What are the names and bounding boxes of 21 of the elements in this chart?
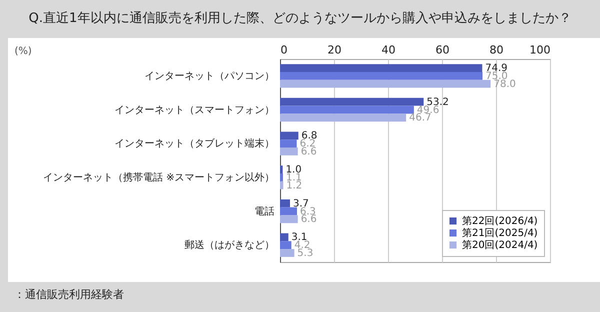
y-tick-label: インターネット（携帯電話 ※スマートフォン以外） [42,171,274,184]
data-label: 46.7 [409,112,432,124]
x-tick-label: 20 [328,44,342,56]
x-tick-label: 60 [436,44,450,56]
chart-title: Q.直近1年以内に通信販売を利用した際、どのようなツールから購入や申込みをしましたか？ [28,10,572,28]
data-label: 78.0 [494,78,516,90]
legend-label: 第21回(2025/4) [462,227,538,239]
data-label: 1.2 [286,180,302,192]
y-tick-label: インターネット（パソコン） [144,70,274,82]
legend-label: 第22回(2026/4) [462,215,538,227]
y-tick-label: 電話 [254,205,274,218]
x-tick-label: 40 [382,44,396,56]
text: ：通信販売利用経験者 [13,287,125,303]
y-tick-label: インターネット（スマートフォン） [114,104,274,116]
y-tick-label: インターネット（タブレット端末） [114,138,274,150]
legend-label: 第20回(2024/4) [462,239,538,251]
x-tick-label: 80 [490,44,504,56]
x-tick-label: 0 [280,44,288,56]
y-tick-label: 郵送（はがきなど） [184,239,274,252]
x-axis-title: (%) [14,46,32,57]
x-tick-label: 100 [530,44,550,56]
